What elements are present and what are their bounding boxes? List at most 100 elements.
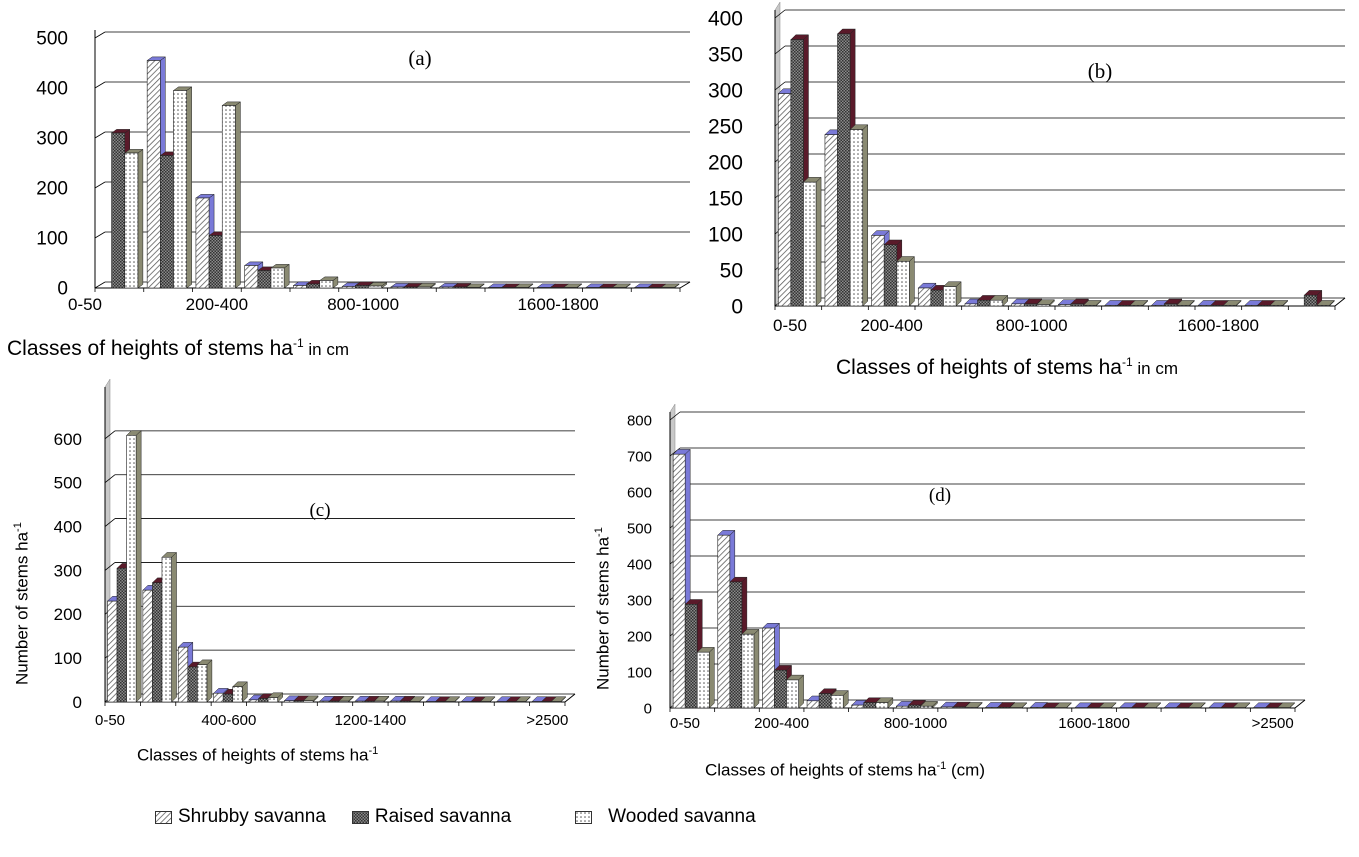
- chart-d-xlabel: Classes of heights of stems ha-1 (cm): [705, 760, 986, 780]
- x-tick-label: 200-400: [754, 715, 809, 732]
- bar: [1276, 702, 1296, 709]
- bar: [896, 255, 916, 307]
- chart-legend: Shrubby savanna Raised savanna Wooded sa…: [155, 806, 756, 828]
- bar: [562, 283, 583, 289]
- bar: [1222, 299, 1242, 307]
- bar: [1036, 299, 1056, 307]
- y-tick-label: 500: [54, 474, 82, 493]
- bar: [550, 696, 567, 703]
- bar: [942, 281, 962, 307]
- chart-b: 0 50 100 150 200 250 300 350 400 0-50 200-400 800-1…: [680, 0, 1359, 380]
- chart-a-svg: 0 100 200 300 400 500 0-50 200-400 800-1000 1600-…: [36, 29, 691, 314]
- legend-label-wooded: Wooded savanna: [608, 806, 756, 827]
- legend-item-shrubby: Shrubby savanna: [155, 806, 326, 828]
- bar: [1269, 299, 1289, 307]
- y-tick-label: 400: [708, 7, 743, 30]
- gridline-diag: [104, 430, 116, 440]
- bar: [318, 276, 339, 289]
- y-tick-label: 200: [627, 628, 652, 645]
- x-tick-label: >2500: [526, 712, 568, 729]
- bar: [338, 695, 355, 703]
- bar: [1316, 299, 1336, 307]
- gridline-diag: [774, 9, 786, 19]
- bar: [270, 263, 290, 289]
- gridline-diag: [104, 518, 116, 527]
- bar: [802, 176, 822, 307]
- y-tick-label: 700: [627, 448, 652, 465]
- bar: [785, 674, 805, 709]
- bar: [761, 622, 781, 709]
- chart-c: 0 100 200 300 400 500 600 0-50 400-600 1200-1400 >…: [0, 378, 600, 785]
- bar: [919, 700, 939, 709]
- x-tick-label: 0-50: [95, 712, 125, 729]
- gridline-diag: [94, 231, 106, 239]
- bar: [964, 701, 983, 709]
- panel-label: (c): [309, 500, 330, 521]
- y-tick-label: 400: [36, 79, 68, 100]
- y-tick-label: 400: [54, 518, 82, 537]
- x-tick-label: 0-50: [773, 316, 807, 335]
- bar: [1232, 702, 1251, 709]
- bar: [790, 34, 810, 307]
- chart-a-xlabel: Classes of heights of stems ha-1 in cm: [7, 336, 349, 360]
- gridline-diag: [104, 562, 116, 571]
- x-tick-label: 1600-1800: [1178, 316, 1259, 335]
- bar: [1053, 702, 1073, 709]
- panel-label: (b): [1088, 59, 1113, 83]
- bar: [196, 659, 213, 703]
- y-tick-label: 200: [54, 605, 82, 624]
- y-tick-label: 0: [731, 295, 743, 318]
- bar: [409, 696, 425, 703]
- bar: [1129, 299, 1149, 307]
- bar: [373, 695, 390, 703]
- bar: [989, 294, 1009, 307]
- bar: [1070, 298, 1090, 307]
- chart-b-xlabel: Classes of heights of stems ha-1 in cm: [836, 355, 1178, 379]
- y-tick-label: 300: [36, 129, 68, 150]
- y-tick-label: 500: [627, 520, 652, 537]
- y-tick-label: 100: [36, 229, 68, 250]
- x-tick-label: 0-50: [670, 715, 700, 732]
- chart-d-svg: 0 100 200 300 400 500 600 700 800 0-50 200-400 800-…: [627, 403, 1306, 732]
- y-tick-label: 0: [57, 279, 68, 300]
- gridline-diag: [774, 81, 786, 91]
- x-tick-label: 0-50: [68, 295, 102, 314]
- chart-a: 0 100 200 300 400 500 0-50 200-400 800-1000 1600-…: [0, 0, 691, 380]
- bar: [830, 690, 849, 709]
- bar: [125, 429, 142, 703]
- y-tick-label: 50: [720, 259, 743, 282]
- x-axis-end: [1334, 297, 1346, 307]
- x-tick-label: 800-1000: [884, 715, 947, 732]
- y-tick-label: 100: [627, 664, 652, 681]
- bar: [444, 696, 461, 703]
- x-axis-end: [1294, 699, 1306, 709]
- x-tick-label: 200-400: [186, 295, 248, 314]
- bar: [232, 681, 248, 703]
- chart-d-ylabel: Number of stems ha-1: [593, 527, 613, 690]
- bar: [1098, 702, 1117, 709]
- y-tick-label: 800: [627, 412, 652, 429]
- x-tick-label: 1600-1800: [1058, 715, 1130, 732]
- x-tick-label: 200-400: [860, 316, 922, 335]
- bar: [172, 86, 193, 289]
- y-tick-label: 350: [708, 43, 743, 66]
- bar: [672, 448, 691, 709]
- legend-swatch-shrubby: [155, 810, 172, 824]
- y-tick-label: 600: [54, 430, 82, 449]
- y-tick-label: 200: [36, 179, 68, 200]
- chart-c-svg: 0 100 200 300 400 500 600 0-50 400-600 1200-1400 >…: [54, 378, 576, 729]
- bar: [1187, 702, 1206, 709]
- bar: [416, 282, 437, 289]
- bar: [660, 283, 680, 289]
- legend-swatch-raised: [351, 810, 369, 824]
- gridline-diag: [94, 181, 106, 189]
- bar: [479, 696, 496, 703]
- gridline-diag: [774, 45, 786, 55]
- x-tick-label: 1200-1400: [335, 712, 407, 729]
- legend-item-raised: Raised savanna: [351, 806, 511, 828]
- x-tick-label: >2500: [1252, 715, 1294, 732]
- bar: [611, 283, 632, 289]
- y-tick-label: 250: [708, 115, 743, 138]
- bar: [267, 692, 284, 703]
- bar: [1009, 702, 1028, 709]
